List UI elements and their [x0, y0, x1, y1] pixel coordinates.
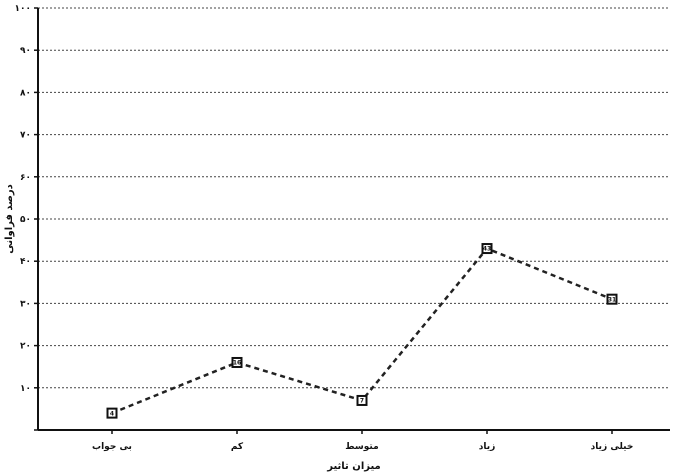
series-line [111, 247, 613, 415]
data-point-marker [481, 243, 493, 255]
data-point-label: 7 [360, 398, 364, 405]
data-point-marker [231, 356, 243, 368]
x-tick-label: خیلی زیاد [591, 442, 634, 452]
x-tick-label: متوسط [345, 442, 378, 452]
data-point-label: 16 [233, 360, 241, 367]
x-axis-label: میزان تاثیر [326, 461, 381, 472]
y-tick-label: ۷۰ [20, 131, 31, 141]
grid-layer [38, 7, 670, 389]
y-tick-labels: ۱۰ ۲۰ ۳۰ ۴۰ ۵۰ ۶۰ ۷۰ ۸۰ ۹۰ ۱۰۰ [15, 4, 38, 431]
y-tick-label: ۸۰ [20, 88, 31, 98]
y-tick-label: ۱۰۰ [15, 4, 31, 14]
data-point-label: 4 [110, 410, 114, 417]
y-tick-label: ۱۰ [20, 384, 31, 394]
data-point-marker [356, 394, 368, 406]
y-axis-label: درصد فراوانی [4, 184, 15, 254]
data-point-label: 43 [483, 246, 491, 253]
x-tick-label: بی جواب [92, 442, 132, 452]
x-tick-labels: بی جواب کم متوسط زیاد خیلی زیاد [92, 430, 633, 452]
x-tick-label: کم [231, 442, 244, 452]
data-point-marker [106, 407, 118, 419]
y-tick-label: ۲۰ [20, 342, 31, 352]
y-tick-label: ۵۰ [20, 215, 31, 225]
y-tick-label: ۴۰ [20, 257, 31, 267]
series-layer: 4 16 7 43 31 [106, 243, 618, 419]
data-point-label: 31 [608, 296, 616, 303]
data-point-marker [606, 293, 618, 305]
y-tick-label: ۶۰ [20, 173, 31, 183]
y-tick-label: ۳۰ [20, 299, 31, 309]
x-tick-label: زیاد [479, 442, 496, 452]
y-tick-label: ۹۰ [20, 46, 31, 56]
